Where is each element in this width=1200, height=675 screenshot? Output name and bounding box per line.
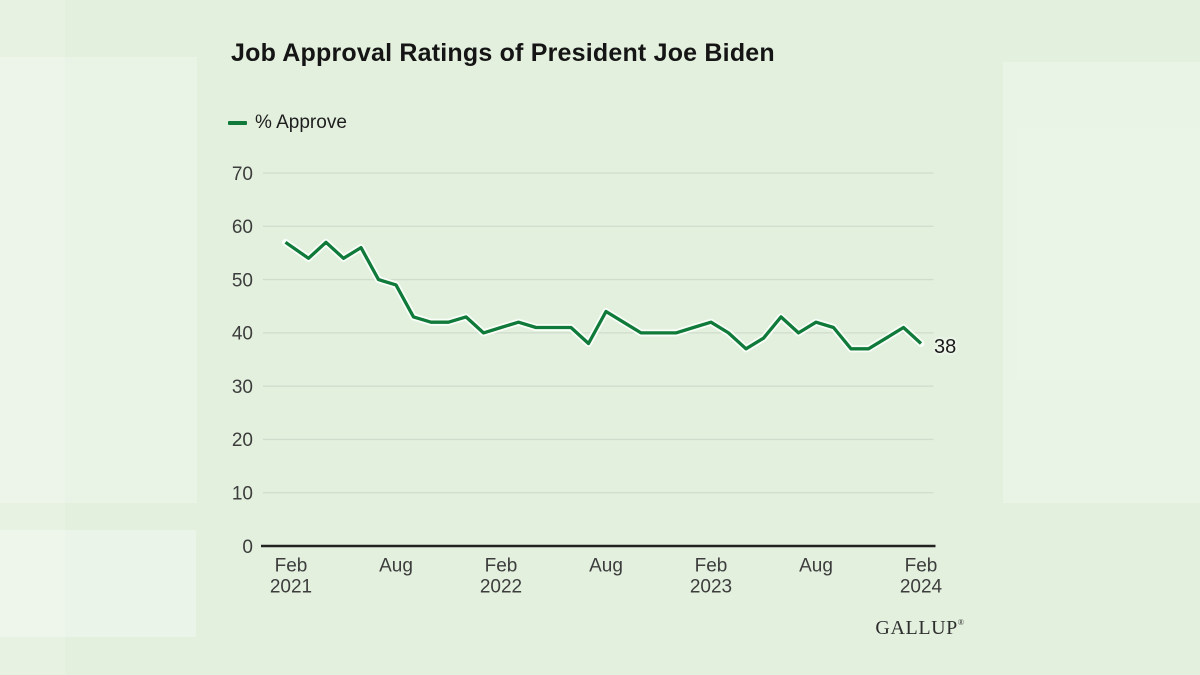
y-axis-tick-label: 20 [232, 430, 253, 451]
y-axis-tick-label: 0 [242, 537, 253, 558]
approve-line-swatch-icon [228, 121, 247, 125]
registered-mark: ® [957, 618, 964, 627]
y-axis-tick-label: 70 [232, 164, 253, 185]
y-axis-tick-label: 40 [232, 324, 253, 345]
x-axis-tick-label: Feb [485, 556, 518, 577]
approve-line [284, 240, 923, 351]
latest-value-label: 38 [934, 336, 957, 358]
y-axis-tick-label: 60 [232, 217, 253, 238]
chart-title: Job Approval Ratings of President Joe Bi… [231, 39, 775, 67]
x-axis-tick-label: 2023 [690, 577, 732, 598]
gallup-logo: GALLUP® [875, 617, 964, 640]
x-axis-tick-label: Aug [379, 556, 413, 577]
x-axis-tick-label: Feb [275, 556, 308, 577]
legend: % Approve [228, 112, 347, 134]
x-axis-tick-label: 2024 [900, 577, 943, 598]
gallup-logo-text: GALLUP [875, 617, 958, 639]
x-axis-tick-label: 2021 [270, 577, 312, 598]
x-axis-tick-label: Aug [799, 556, 833, 577]
x-axis-tick-label: Feb [905, 556, 938, 577]
y-axis-tick-label: 50 [232, 270, 253, 291]
y-axis-tick-label: 30 [232, 377, 253, 398]
legend-label: % Approve [255, 112, 347, 133]
x-axis-tick-label: 2022 [480, 577, 522, 598]
y-axis-tick-label: 10 [232, 484, 253, 505]
x-axis-tick-label: Feb [695, 556, 728, 577]
x-axis-tick-label: Aug [589, 556, 623, 577]
